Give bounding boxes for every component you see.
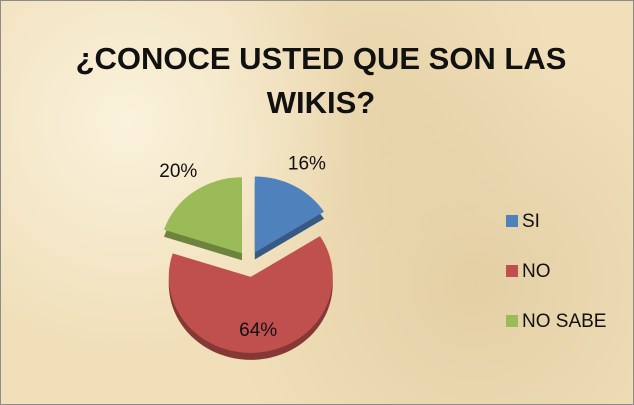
- data-label: 20%: [159, 161, 197, 182]
- legend-label: NO SABE: [522, 311, 606, 332]
- data-label: 64%: [239, 320, 277, 341]
- legend-swatch: [506, 215, 518, 227]
- legend-label: NO: [522, 261, 551, 282]
- chart-title: ¿CONOCE USTED QUE SON LAS WIKIS?: [75, 41, 567, 120]
- slice: [254, 176, 325, 253]
- data-label: 16%: [288, 154, 326, 175]
- legend-label: SI: [522, 211, 540, 232]
- slice: [168, 236, 333, 353]
- slice: [163, 177, 242, 254]
- legend-swatch: [506, 265, 518, 277]
- legend-swatch: [506, 315, 518, 327]
